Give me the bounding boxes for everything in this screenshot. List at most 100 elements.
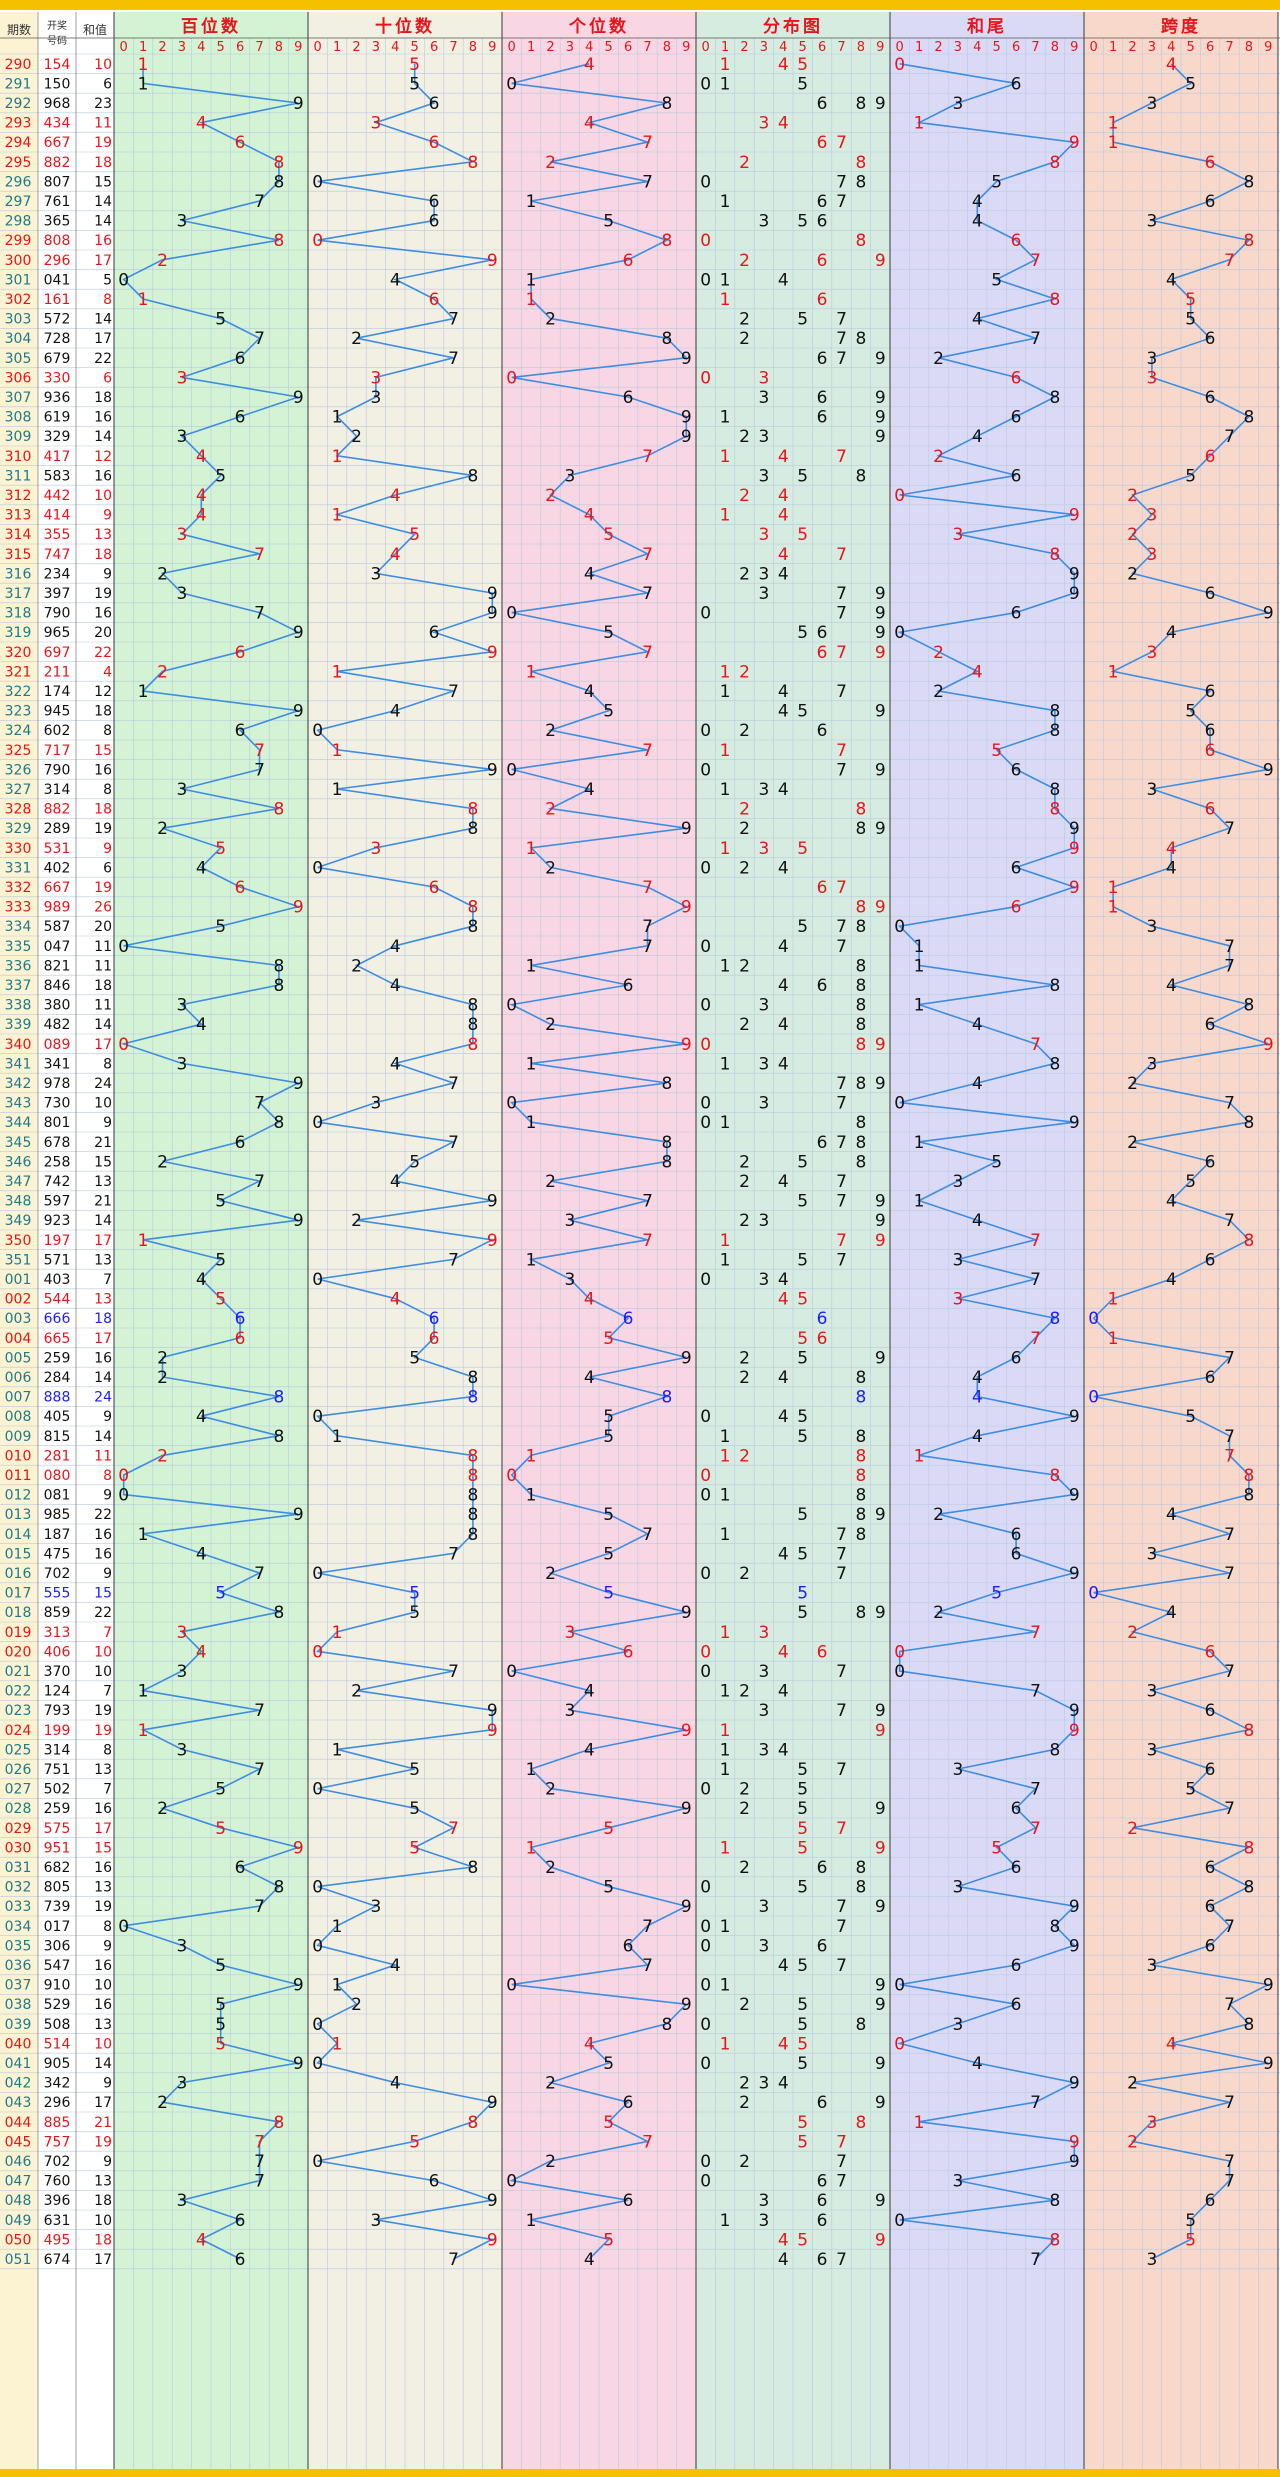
trend-point: 3: [1146, 643, 1157, 663]
distribution-point: 7: [836, 1544, 847, 1564]
distribution-point: 9: [875, 349, 886, 369]
trend-point: 2: [545, 858, 556, 878]
trend-point: 4: [1166, 976, 1177, 996]
distribution-point: 7: [836, 1250, 847, 1270]
issue-cell: 028: [5, 1801, 32, 1817]
trend-point: 4: [390, 1290, 401, 1310]
trend-point: 7: [1224, 1348, 1235, 1368]
issue-cell: 022: [5, 1684, 32, 1700]
trend-point: 6: [429, 1329, 440, 1349]
distribution-point: 7: [836, 1074, 847, 1094]
distribution-point: 4: [778, 1290, 789, 1310]
trend-point: 7: [254, 2172, 265, 2192]
draw-cell: 314: [44, 782, 71, 798]
distribution-point: 5: [797, 212, 808, 232]
trend-point: 3: [952, 2015, 963, 2035]
issue-cell: 306: [5, 370, 32, 386]
sum-cell: 19: [94, 880, 112, 896]
trend-point: 2: [351, 427, 362, 447]
trend-point: 5: [1185, 2211, 1196, 2231]
trend-point: 2: [1127, 486, 1138, 506]
distribution-point: 9: [875, 1838, 886, 1858]
trend-point: 8: [1049, 2191, 1060, 2211]
sum-cell: 17: [94, 331, 112, 347]
sum-cell: 19: [94, 1703, 112, 1719]
distribution-point: 9: [875, 1348, 886, 1368]
sum-cell: 13: [94, 2174, 112, 2190]
trend-point: 6: [235, 1858, 246, 1878]
issue-cell: 011: [5, 1468, 32, 1484]
distribution-point: 5: [797, 1348, 808, 1368]
sum-cell: 19: [94, 2134, 112, 2150]
issue-cell: 049: [5, 2213, 32, 2229]
trend-point: 2: [1127, 2074, 1138, 2094]
trend-point: 7: [1224, 1446, 1235, 1466]
trend-point: 9: [1263, 604, 1274, 624]
draw-cell: 587: [44, 919, 71, 935]
draw-cell: 805: [44, 1880, 71, 1896]
trend-point: 9: [293, 94, 304, 114]
draw-cell: 923: [44, 1213, 71, 1229]
sum-cell: 9: [103, 1409, 112, 1425]
issue-cell: 309: [5, 429, 32, 445]
trend-point: 9: [681, 1035, 692, 1055]
trend-point: 4: [196, 1544, 207, 1564]
sum-cell: 13: [94, 2017, 112, 2033]
distribution-point: 6: [817, 2172, 828, 2192]
draw-cell: 414: [44, 508, 71, 524]
trend-point: 3: [952, 1250, 963, 1270]
trend-point: 9: [487, 2230, 498, 2250]
trend-point: 7: [1030, 1623, 1041, 1643]
draw-cell: 330: [44, 370, 71, 386]
panel-0-digit-header: 8: [275, 40, 283, 55]
distribution-point: 9: [875, 1231, 886, 1251]
trend-point: 3: [564, 1701, 575, 1721]
distribution-point: 9: [875, 1701, 886, 1721]
distribution-point: 7: [836, 1192, 847, 1212]
sum-cell: 16: [94, 1527, 112, 1543]
sum-cell: 17: [94, 1821, 112, 1837]
distribution-point: 7: [836, 447, 847, 467]
trend-point: 5: [1185, 702, 1196, 722]
trend-point: 0: [894, 623, 905, 643]
trend-point: 7: [1030, 1270, 1041, 1290]
sum-cell: 14: [94, 429, 112, 445]
trend-point: 8: [1049, 290, 1060, 310]
trend-point: 5: [603, 1427, 614, 1447]
distribution-point: 9: [875, 623, 886, 643]
draw-cell: 702: [44, 1566, 71, 1582]
distribution-point: 0: [700, 1035, 711, 1055]
panel-0-digit-header: 6: [236, 40, 244, 55]
sum-cell: 13: [94, 1762, 112, 1778]
trend-point: 8: [661, 1388, 672, 1408]
panel-5-digit-header: 7: [1225, 40, 1233, 55]
draw-cell: 821: [44, 958, 71, 974]
trend-point: 2: [157, 564, 168, 584]
distribution-point: 3: [758, 839, 769, 859]
draw-cell: 529: [44, 1997, 71, 2013]
trend-point: 3: [176, 1740, 187, 1760]
panel-4-digit-header: 3: [954, 40, 962, 55]
distribution-point: 8: [855, 1074, 866, 1094]
trend-point: 6: [1205, 721, 1216, 741]
panel-3-digit-header: 4: [779, 40, 787, 55]
distribution-point: 2: [739, 721, 750, 741]
trend-point: 8: [467, 996, 478, 1016]
distribution-point: 5: [797, 1760, 808, 1780]
trend-point: 4: [196, 858, 207, 878]
sum-cell: 12: [94, 684, 112, 700]
draw-cell: 199: [44, 1723, 71, 1739]
draw-cell: 187: [44, 1527, 71, 1543]
distribution-point: 8: [855, 94, 866, 114]
trend-point: 5: [603, 2054, 614, 2074]
trend-point: 8: [467, 1466, 478, 1486]
sum-cell: 18: [94, 2193, 112, 2209]
draw-cell: 757: [44, 2134, 71, 2150]
trend-point: 7: [448, 2250, 459, 2270]
trend-point: 3: [370, 114, 381, 134]
trend-point: 7: [254, 604, 265, 624]
distribution-point: 8: [855, 1878, 866, 1898]
panel-2-digit-header: 2: [546, 40, 554, 55]
sum-cell: 16: [94, 1997, 112, 2013]
sum-cell: 10: [94, 1096, 112, 1112]
